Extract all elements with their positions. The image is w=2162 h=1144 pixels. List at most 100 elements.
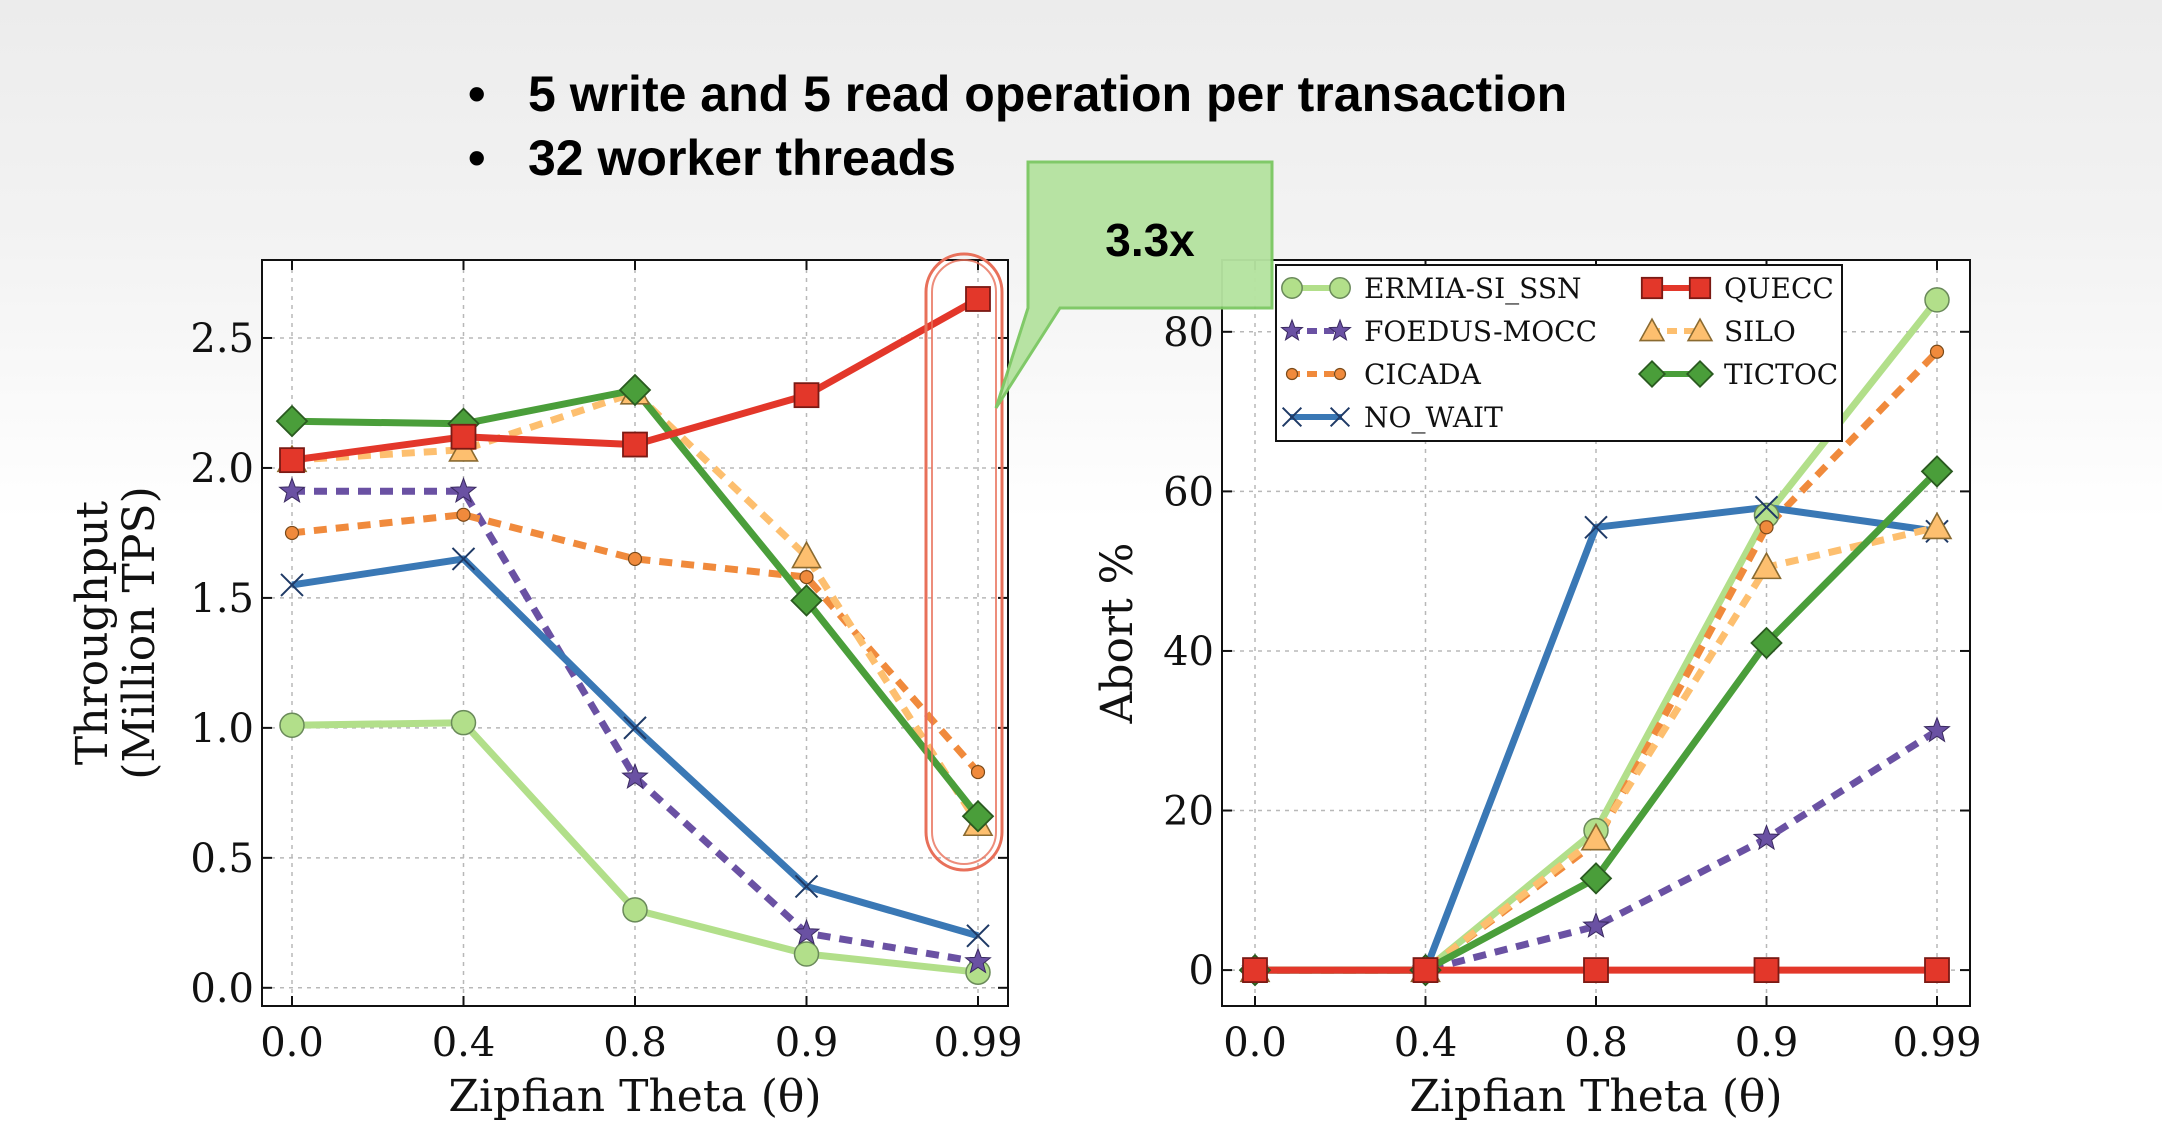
data-point-foedus-mocc bbox=[621, 762, 649, 789]
legend-label: SILO bbox=[1724, 315, 1796, 348]
data-point-tictoc bbox=[1920, 455, 1954, 488]
y-tick-label: 2.0 bbox=[190, 446, 254, 492]
legend-label: CICADA bbox=[1364, 358, 1482, 391]
legend-marker bbox=[1688, 276, 1712, 300]
data-point-foedus-mocc bbox=[792, 918, 821, 945]
data-point-quecc bbox=[450, 423, 477, 450]
data-point-foedus-mocc bbox=[1752, 823, 1781, 851]
data-point-cicada bbox=[970, 764, 986, 780]
bullet-list: 5 write and 5 read operation per transac… bbox=[462, 62, 1567, 190]
legend-label: ERMIA-SI_SSN bbox=[1364, 272, 1582, 305]
data-point-ermia-si_ssn bbox=[450, 709, 477, 736]
legend-marker bbox=[1333, 367, 1347, 381]
data-point-tictoc bbox=[1579, 862, 1613, 895]
y-tick-label: 80 bbox=[1163, 310, 1214, 356]
data-point-foedus-mocc bbox=[1582, 911, 1610, 938]
data-point-quecc bbox=[1412, 957, 1439, 983]
x-tick-label: 0.9 bbox=[1735, 1020, 1799, 1066]
data-point-quecc bbox=[1924, 957, 1950, 983]
data-point-cicada bbox=[1759, 520, 1774, 535]
callout: 3.3x bbox=[994, 160, 1274, 409]
data-point-quecc bbox=[279, 447, 305, 474]
data-point-quecc bbox=[622, 431, 648, 458]
data-point-foedus-mocc bbox=[964, 947, 992, 974]
y-axis-label: Abort % bbox=[1092, 543, 1143, 725]
data-point-quecc bbox=[793, 382, 820, 409]
legend-marker bbox=[1637, 359, 1667, 389]
data-point-no_wait bbox=[451, 547, 476, 571]
data-point-tictoc bbox=[618, 373, 652, 407]
data-point-cicada bbox=[799, 570, 814, 585]
legend-label: NO_WAIT bbox=[1364, 401, 1503, 434]
data-point-silo bbox=[1580, 822, 1612, 851]
data-point-tictoc bbox=[1750, 626, 1783, 660]
data-point-silo bbox=[791, 540, 822, 569]
legend-marker bbox=[1285, 367, 1299, 381]
y-tick-label: 2.5 bbox=[190, 316, 254, 362]
data-point-quecc bbox=[1753, 957, 1780, 983]
x-tick-label: 0.8 bbox=[1564, 1020, 1628, 1066]
y-tick-label: 20 bbox=[1163, 789, 1214, 835]
legend-marker bbox=[1280, 318, 1304, 342]
legend-label: QUECC bbox=[1724, 272, 1834, 305]
series-line-cicada bbox=[291, 511, 981, 775]
data-point-no_wait bbox=[1754, 495, 1779, 520]
data-point-foedus-mocc bbox=[1923, 716, 1951, 743]
legend-marker bbox=[1281, 406, 1303, 428]
data-point-no_wait bbox=[966, 924, 990, 948]
data-point-foedus-mocc bbox=[278, 476, 306, 504]
y-tick-label: 0 bbox=[1189, 948, 1214, 994]
legend-marker bbox=[1640, 276, 1664, 300]
bullet-item: 32 worker threads bbox=[462, 126, 1567, 190]
highlight-outline-inner bbox=[931, 259, 997, 865]
legend-marker bbox=[1686, 317, 1714, 342]
data-point-tictoc bbox=[275, 404, 309, 438]
x-tick-label: 0.0 bbox=[1223, 1020, 1287, 1066]
y-tick-label: 1.0 bbox=[190, 706, 254, 752]
chart-2: 0.0 0.4 0.8 0.9 0.99 0 20 40 60 80 Zipfian Theta (… bbox=[1092, 259, 1982, 1122]
legend-label: TICTOC bbox=[1724, 358, 1838, 391]
legend-marker bbox=[1328, 318, 1352, 342]
data-point-silo bbox=[1921, 511, 1953, 540]
y-tick-label: 0.0 bbox=[190, 966, 254, 1012]
y-tick-label: 60 bbox=[1163, 469, 1214, 515]
data-point-cicada bbox=[1929, 344, 1945, 359]
chart-1: 0.0 0.4 0.8 0.9 0.99 0.0 0.5 1.0 1.5 2.0 2.5 Zipfia… bbox=[67, 259, 1023, 1122]
data-point-cicada bbox=[284, 525, 300, 541]
legend-marker bbox=[1329, 277, 1351, 299]
x-tick-label: 0.0 bbox=[260, 1020, 324, 1066]
highlight-outline bbox=[924, 252, 1004, 872]
x-tick-label: 0.9 bbox=[775, 1020, 839, 1066]
legend: ERMIA-SI_SSN QUECC FOEDUS-MOCC SILO CICADA TI… bbox=[1275, 264, 1843, 442]
legend-marker bbox=[1685, 359, 1715, 389]
legend-marker bbox=[1638, 317, 1666, 342]
data-point-no_wait bbox=[1584, 515, 1608, 539]
data-point-quecc bbox=[1242, 957, 1268, 983]
series-line-foedus-mocc bbox=[292, 487, 979, 966]
x-tick-label: 0.99 bbox=[1892, 1020, 1981, 1066]
callout-shape bbox=[994, 160, 1274, 409]
legend-label: FOEDUS-MOCC bbox=[1364, 315, 1597, 348]
data-point-silo bbox=[1751, 551, 1782, 580]
y-tick-label: 40 bbox=[1163, 629, 1214, 675]
data-point-cicada bbox=[627, 551, 643, 567]
data-point-foedus-mocc bbox=[449, 476, 478, 504]
data-point-ermia-si_ssn bbox=[622, 897, 648, 923]
data-point-ermia-si_ssn bbox=[279, 712, 305, 739]
data-point-ermia-si_ssn bbox=[793, 941, 820, 967]
data-point-no_wait bbox=[794, 874, 819, 899]
x-axis-label: Zipfian Theta (θ) bbox=[448, 1071, 821, 1122]
x-tick-label: 0.4 bbox=[1394, 1020, 1458, 1066]
legend-marker bbox=[1329, 406, 1351, 428]
callout-label: 3.3x bbox=[1105, 214, 1195, 266]
y-axis-label: Throughput bbox=[67, 501, 118, 766]
legend-box bbox=[1275, 264, 1843, 442]
x-tick-label: 0.4 bbox=[432, 1020, 496, 1066]
legend-marker bbox=[1281, 277, 1303, 299]
data-point-tictoc bbox=[961, 799, 995, 833]
data-point-ermia-si_ssn bbox=[1924, 287, 1950, 313]
y-tick-label: 1.5 bbox=[190, 576, 254, 622]
bullet-item: 5 write and 5 read operation per transac… bbox=[462, 62, 1567, 126]
data-point-no_wait bbox=[280, 573, 304, 597]
